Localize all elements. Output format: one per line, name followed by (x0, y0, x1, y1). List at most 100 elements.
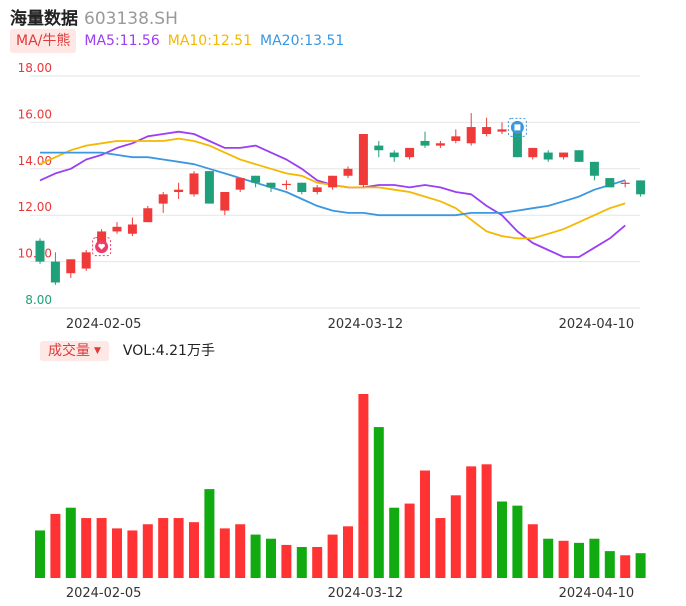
volume-bar (481, 464, 492, 578)
volume-bar (65, 507, 76, 578)
volume-bar (35, 530, 45, 578)
candle-body (35, 240, 45, 262)
ma20-legend: MA20:13.51 (260, 33, 345, 49)
candle-body (281, 183, 291, 186)
candle (374, 140, 384, 158)
candle-body (451, 136, 461, 141)
candle (251, 175, 261, 188)
candle-body (559, 152, 569, 158)
volume-bar (50, 513, 61, 578)
heart-shape (98, 243, 105, 250)
candle (420, 131, 430, 148)
candle-body (589, 161, 599, 176)
candle-body (543, 152, 553, 160)
candle-body (389, 152, 399, 158)
volume-bar (543, 538, 554, 578)
volume-bar (635, 553, 646, 578)
volume-bar (435, 518, 446, 578)
volume-bar (204, 489, 215, 578)
candle-body (420, 140, 430, 146)
candle-body (312, 187, 322, 192)
volume-bar (142, 524, 153, 578)
candle (204, 171, 214, 204)
x-tick-label: 2024-04-10 (559, 317, 635, 332)
candle (559, 152, 569, 160)
ma-legend: MA/牛熊 MA5:11.56 MA10:12.51 MA20:13.51 (10, 29, 344, 55)
candle-body (235, 178, 245, 190)
candle (112, 222, 122, 234)
volume-bar (327, 534, 338, 578)
candle (620, 180, 630, 188)
volume-bar (219, 528, 230, 578)
candle-body (605, 178, 615, 188)
candle-body (574, 150, 584, 162)
volume-mode-dropdown[interactable]: 成交量 ▼ (40, 341, 109, 361)
candle-body (50, 261, 60, 283)
volume-bar (343, 526, 353, 578)
candle-body (374, 145, 384, 151)
candle-body (297, 182, 307, 192)
candle (528, 147, 538, 160)
trend-marker-glyph (514, 124, 521, 131)
candle-body (158, 194, 168, 204)
volume-bar (574, 542, 584, 578)
candle (235, 178, 245, 192)
candle (405, 147, 415, 160)
volume-x-tick-label: 2024-02-05 (66, 586, 142, 601)
trend-marker-icon (507, 117, 527, 137)
candle (605, 178, 615, 188)
volume-bar (127, 530, 138, 578)
candle (158, 192, 168, 213)
candle-body (81, 252, 91, 269)
candle-body (220, 192, 230, 211)
y-tick-label: 14.00 (18, 154, 52, 168)
candle-body (143, 208, 153, 223)
candle (81, 250, 91, 271)
stock-name: 海量数据 (10, 9, 78, 29)
candle (312, 185, 322, 195)
volume-bar (450, 495, 461, 578)
candle-body (466, 127, 476, 144)
volume-x-tick-label: 2024-04-10 (559, 586, 635, 601)
candle-body (512, 129, 522, 158)
candle (589, 161, 599, 181)
candle (636, 180, 646, 197)
volume-bar (235, 524, 246, 578)
volume-value-label: VOL:4.21万手 (122, 343, 215, 359)
volume-legend: 成交量 ▼ VOL:4.21万手 (40, 341, 215, 363)
volume-bar (312, 546, 323, 578)
candle (50, 252, 60, 285)
y-tick-label: 8.00 (25, 293, 52, 307)
stock-header: 海量数据 603138.SH (10, 4, 178, 29)
candle (281, 180, 291, 190)
candle-body (66, 259, 76, 274)
x-tick-label: 2024-02-05 (66, 317, 142, 332)
candle (451, 129, 461, 144)
volume-bar (466, 466, 477, 578)
volume-bar (497, 501, 507, 578)
candle (35, 238, 45, 264)
candle (266, 182, 276, 192)
volume-bar (296, 546, 307, 578)
ma-line-ma20 (40, 151, 626, 217)
candle (220, 192, 230, 216)
candle-body (435, 143, 445, 146)
volume-bar (189, 522, 199, 578)
candle (189, 171, 199, 197)
candle (435, 140, 445, 148)
candle-body (251, 175, 261, 183)
volume-bar (250, 534, 261, 578)
volume-bar (173, 518, 184, 578)
candle-body (204, 171, 214, 204)
candle (466, 113, 476, 146)
candle-body (174, 189, 184, 192)
y-tick-label: 10.00 (18, 247, 52, 261)
volume-bar (527, 524, 538, 578)
candle-body (328, 175, 338, 188)
candle (343, 166, 353, 179)
ma-line-ma5 (39, 130, 626, 258)
volume-bar (358, 394, 369, 578)
ma-mode-button[interactable]: MA/牛熊 (10, 29, 77, 53)
candle (143, 205, 153, 223)
